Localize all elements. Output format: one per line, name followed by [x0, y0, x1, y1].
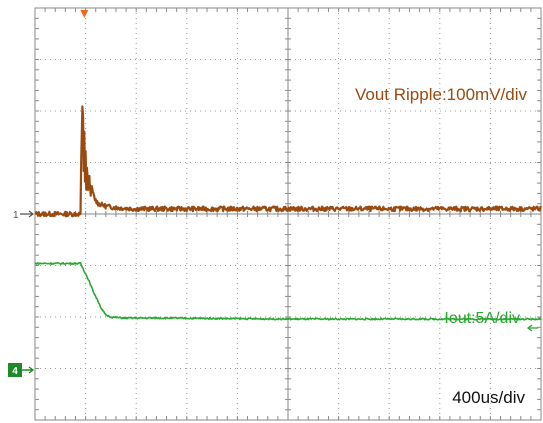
- channel-4-box: [8, 363, 22, 377]
- channel-1-number: 1: [13, 210, 19, 221]
- markers: 14: [8, 10, 538, 377]
- vout-scale-label: Vout Ripple:100mV/div: [355, 85, 527, 104]
- channel-4-number: 4: [12, 366, 18, 377]
- iout-scale-label: Iout:5A/div: [444, 310, 520, 327]
- vout-ripple-trace: [34, 105, 542, 218]
- trigger-level-arrow: [526, 324, 538, 332]
- trigger-position-marker: [80, 10, 89, 18]
- traces: [34, 105, 542, 321]
- channel-1-arrow: [20, 210, 34, 218]
- graticule-grid: [34, 7, 542, 421]
- channel-4-arrow: [22, 366, 35, 374]
- timebase-label: 400us/div: [452, 388, 525, 407]
- iout-trace: [34, 261, 542, 321]
- channel-4-marker: 4: [8, 363, 35, 377]
- channel-1-marker: 1: [13, 210, 34, 221]
